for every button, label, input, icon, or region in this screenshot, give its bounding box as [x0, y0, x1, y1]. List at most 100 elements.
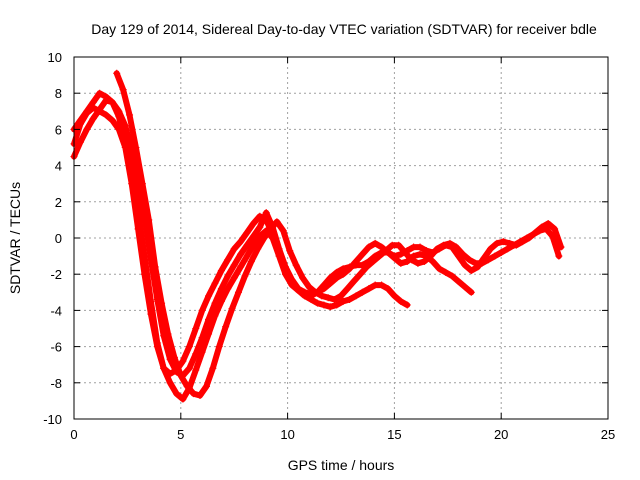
data-point	[414, 259, 422, 267]
data-point	[160, 332, 168, 340]
data-point	[198, 306, 206, 314]
data-point	[243, 229, 251, 237]
data-point	[147, 310, 155, 318]
data-point	[314, 288, 322, 296]
data-point	[525, 234, 533, 242]
data-point	[147, 256, 155, 264]
data-point	[89, 115, 97, 123]
data-point	[307, 290, 315, 298]
data-point	[121, 122, 129, 130]
data-point	[273, 218, 281, 226]
data-point	[126, 111, 134, 119]
data-point	[115, 107, 123, 115]
data-point	[448, 243, 456, 251]
x-tick-label: 25	[601, 427, 615, 442]
data-point	[115, 125, 123, 133]
data-point	[397, 259, 405, 267]
data-point	[249, 220, 257, 228]
data-point	[237, 263, 245, 271]
data-point	[76, 116, 84, 124]
data-point	[166, 379, 174, 387]
data-point	[211, 279, 219, 287]
data-point	[121, 144, 129, 151]
y-tick-label: -8	[50, 376, 62, 391]
series-track-b	[70, 104, 411, 378]
data-point	[179, 357, 187, 365]
data-point	[420, 258, 428, 266]
data-point	[140, 212, 148, 220]
data-point	[234, 288, 242, 296]
data-point	[369, 258, 377, 266]
data-point	[299, 274, 307, 282]
data-point	[422, 247, 430, 255]
data-point	[128, 147, 136, 155]
data-point	[390, 252, 398, 260]
data-point	[243, 241, 251, 249]
data-point	[279, 227, 287, 235]
data-point	[237, 238, 245, 246]
data-point	[102, 93, 110, 101]
data-point	[217, 285, 225, 293]
data-point	[416, 250, 424, 258]
y-tick-label: -10	[43, 412, 62, 427]
data-point	[318, 292, 326, 300]
data-point	[166, 370, 174, 378]
data-point	[467, 288, 475, 296]
data-point	[179, 372, 187, 380]
y-tick-label: -2	[50, 267, 62, 282]
data-point	[241, 272, 249, 280]
data-point	[407, 256, 415, 264]
data-point	[76, 138, 84, 146]
data-point	[301, 288, 309, 296]
data-point	[397, 297, 405, 305]
data-point	[326, 279, 334, 287]
data-point	[166, 355, 174, 363]
data-point	[416, 243, 424, 251]
data-point	[217, 267, 225, 275]
data-point	[179, 395, 187, 403]
x-tick-label: 15	[387, 427, 401, 442]
data-point	[467, 267, 475, 275]
data-point	[256, 223, 264, 231]
data-point	[320, 301, 328, 309]
data-point	[365, 243, 373, 251]
data-point	[491, 252, 499, 260]
y-tick-label: 4	[55, 159, 62, 174]
data-point	[119, 86, 127, 94]
data-point	[160, 364, 168, 372]
data-point	[326, 303, 334, 311]
data-point	[395, 241, 403, 249]
data-point	[384, 285, 392, 293]
data-point	[410, 243, 418, 251]
data-point	[288, 276, 296, 284]
data-point	[102, 111, 110, 119]
data-point	[96, 89, 104, 97]
y-tick-label: 8	[55, 86, 62, 101]
data-point	[134, 176, 142, 184]
data-point	[346, 296, 354, 304]
data-point	[465, 256, 473, 264]
data-point	[83, 107, 91, 115]
data-point	[356, 270, 364, 278]
data-point	[403, 301, 411, 309]
data-point	[224, 272, 232, 280]
data-point	[262, 209, 270, 217]
data-point	[442, 241, 450, 249]
data-point	[339, 270, 347, 278]
data-point	[390, 292, 398, 300]
data-point	[198, 334, 206, 342]
data-point	[371, 239, 379, 247]
data-point	[254, 245, 262, 253]
data-point	[375, 252, 383, 260]
data-point	[324, 294, 332, 302]
data-point	[205, 292, 213, 300]
data-point	[442, 268, 450, 276]
data-point	[493, 239, 501, 247]
data-point	[487, 245, 495, 253]
data-point	[339, 297, 347, 305]
data-point	[249, 241, 257, 249]
data-point	[292, 261, 300, 269]
data-point	[209, 364, 217, 372]
